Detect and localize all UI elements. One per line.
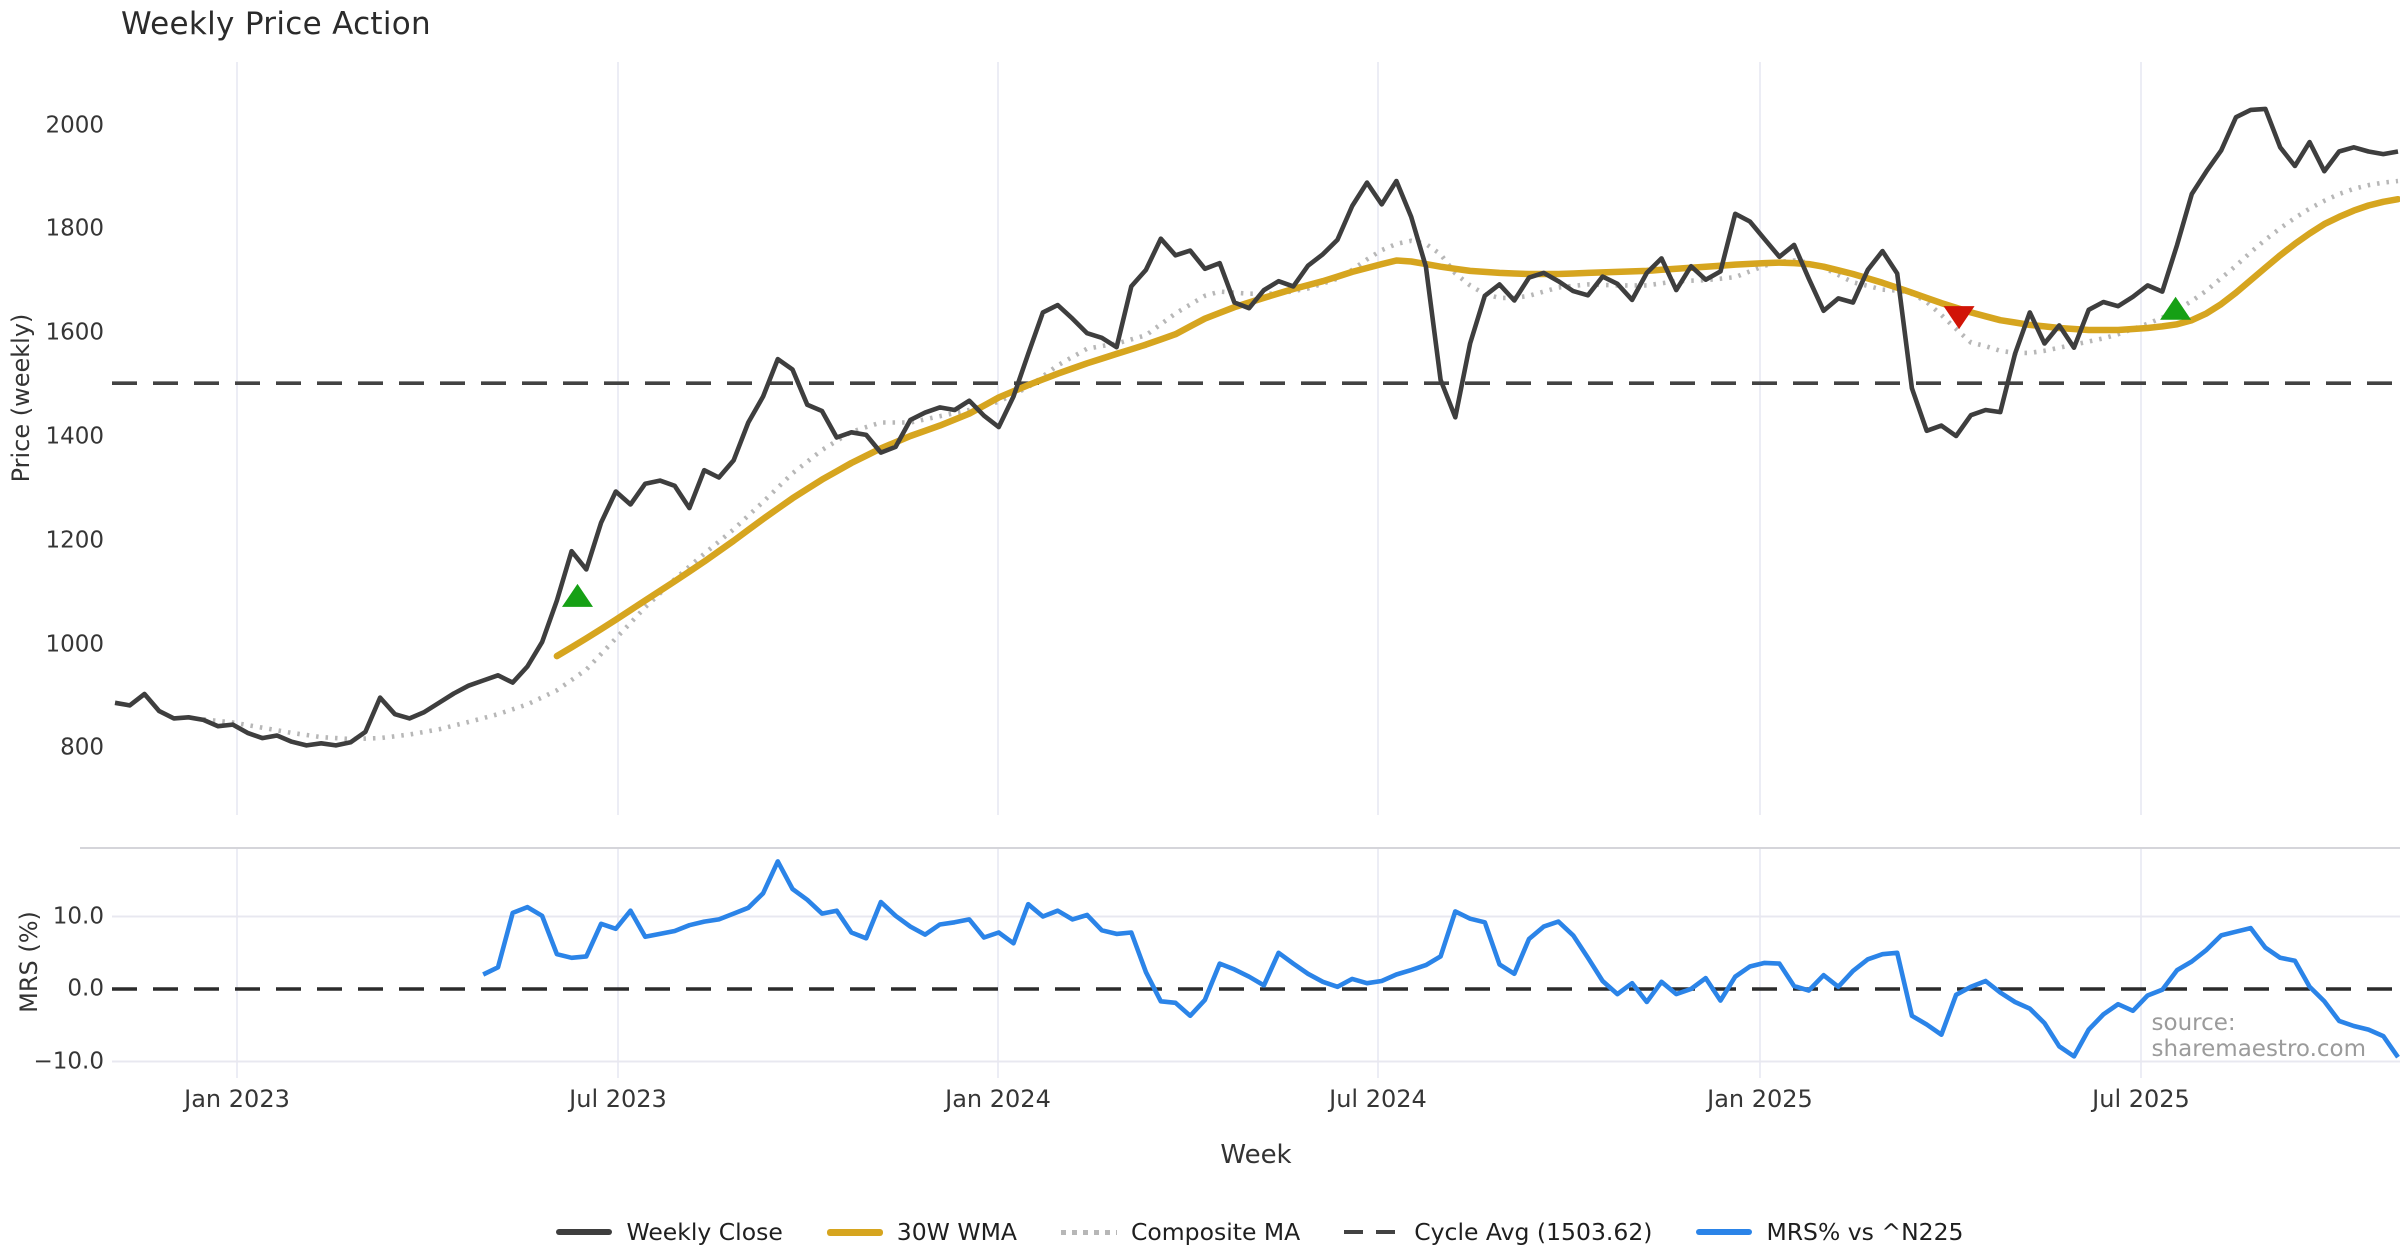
legend-label: Composite MA bbox=[1130, 1218, 1301, 1246]
wma-line-icon bbox=[826, 1228, 883, 1236]
price-tick-label: 1600 bbox=[45, 319, 104, 346]
legend-item-cycle-avg: Cycle Avg (1503.62) bbox=[1344, 1218, 1652, 1246]
legend-label: MRS% vs ^N225 bbox=[1766, 1218, 1964, 1246]
price-tick-label: 1200 bbox=[45, 527, 104, 554]
legend-label: 30W WMA bbox=[896, 1218, 1017, 1246]
legend-item-composite-ma: Composite MA bbox=[1060, 1218, 1301, 1246]
legend-label: Cycle Avg (1503.62) bbox=[1414, 1218, 1653, 1246]
weekly-close-line-icon bbox=[556, 1229, 613, 1235]
chart-title: Weekly Price Action bbox=[121, 6, 432, 42]
weekly-close-line bbox=[114, 106, 2399, 748]
mrs-line bbox=[482, 859, 2400, 1059]
legend-item-weekly-close: Weekly Close bbox=[556, 1218, 783, 1246]
mrs-line-icon bbox=[1696, 1229, 1753, 1235]
x-axis-title: Week bbox=[1220, 1140, 1292, 1170]
buy-signal-marker-icon bbox=[561, 583, 593, 607]
dotted-line-icon bbox=[1060, 1229, 1117, 1235]
x-tick-label: Jan 2024 bbox=[945, 1085, 1051, 1113]
mrs-tick-label: 10.0 bbox=[52, 902, 104, 929]
legend-label: Weekly Close bbox=[626, 1218, 783, 1246]
legend: Weekly Close 30W WMA Composite MA Cycle … bbox=[0, 1212, 2400, 1252]
x-tick-label: Jan 2023 bbox=[184, 1085, 290, 1113]
legend-item-mrs: MRS% vs ^N225 bbox=[1696, 1218, 1964, 1246]
buy-signal-marker-icon bbox=[2160, 296, 2192, 320]
sell-signal-marker-icon bbox=[1943, 306, 1975, 330]
x-tick-label: Jan 2025 bbox=[1707, 1085, 1813, 1113]
price-tick-label: 1800 bbox=[45, 215, 104, 242]
legend-item-30w-wma: 30W WMA bbox=[826, 1218, 1017, 1246]
wma-line bbox=[553, 195, 2400, 660]
price-tick-label: 1400 bbox=[45, 423, 104, 450]
x-tick-label: Jul 2025 bbox=[2092, 1085, 2190, 1113]
source-note: source: sharemaestro.com bbox=[2151, 1010, 2367, 1062]
price-tick-label: 800 bbox=[60, 734, 104, 761]
price-tick-label: 1000 bbox=[45, 631, 104, 658]
mrs-tick-label: 0.0 bbox=[67, 975, 104, 1002]
price-tick-label: 2000 bbox=[45, 111, 104, 138]
mrs-tick-label: −10.0 bbox=[33, 1047, 104, 1074]
x-tick-label: Jul 2024 bbox=[1329, 1085, 1427, 1113]
x-tick-label: Jul 2023 bbox=[569, 1085, 667, 1113]
dashed-line-icon bbox=[1344, 1230, 1401, 1234]
